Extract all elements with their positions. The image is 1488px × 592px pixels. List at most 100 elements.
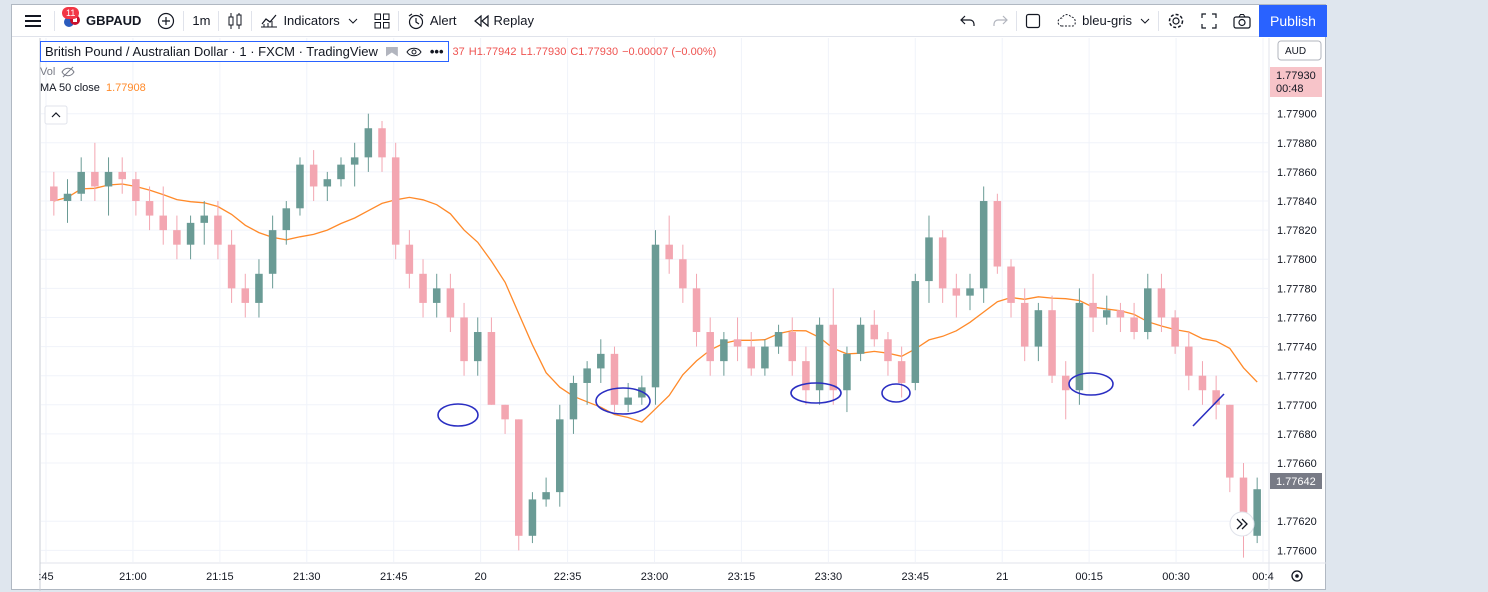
chevron-down-icon xyxy=(1140,18,1150,24)
undo-button[interactable] xyxy=(952,5,984,37)
candle-body xyxy=(364,128,373,158)
last-price-box xyxy=(1270,67,1322,97)
countdown-label: 00:48 xyxy=(1276,83,1304,95)
compare-button[interactable] xyxy=(149,5,183,37)
axis-settings-button[interactable] xyxy=(1291,570,1303,582)
candle-body xyxy=(706,332,714,362)
drawing-annotations[interactable] xyxy=(437,372,1225,427)
candle-body xyxy=(77,171,85,194)
volume-legend[interactable]: Vol xyxy=(40,66,716,78)
fullscreen-select-button[interactable] xyxy=(1017,5,1049,37)
scroll-right-button[interactable] xyxy=(1229,511,1255,537)
time-tick-label: 00:15 xyxy=(1075,571,1103,583)
candle-body xyxy=(118,171,126,180)
candle-body xyxy=(1020,302,1029,347)
candle-body xyxy=(692,288,701,333)
time-tick-label: :45 xyxy=(38,571,53,583)
candle-body xyxy=(432,288,441,303)
candle-body xyxy=(897,361,906,383)
candle-body xyxy=(145,201,154,216)
settings-button[interactable] xyxy=(1159,5,1193,37)
rewind-icon xyxy=(473,14,489,27)
annotation-ellipse[interactable] xyxy=(1068,372,1114,396)
alert-button[interactable]: Alert xyxy=(399,5,465,37)
publish-button[interactable]: Publish xyxy=(1259,5,1327,37)
candle-body xyxy=(473,332,482,362)
currency-label: AUD xyxy=(1285,46,1306,57)
candle-body xyxy=(378,128,386,158)
price-tick-label: 1.77700 xyxy=(1277,400,1317,412)
indicators-button[interactable]: Indicators xyxy=(252,5,365,37)
time-axis[interactable]: :45 21:00 21:15 21:30 21:45 20 22:35 23:00 23:15… xyxy=(38,571,1273,583)
candle-body xyxy=(186,222,195,245)
price-tick-label: 1.77660 xyxy=(1277,458,1317,470)
flag-icon[interactable] xyxy=(385,46,398,57)
time-tick-label: 23:15 xyxy=(728,571,756,583)
annotation-ellipse[interactable] xyxy=(437,403,479,427)
indicators-label: Indicators xyxy=(283,13,340,28)
candles-icon xyxy=(228,12,242,29)
price-tick-label: 1.77860 xyxy=(1277,167,1317,179)
candle-body xyxy=(419,273,427,303)
ma-value: 1.77908 xyxy=(105,82,146,95)
annotation-ellipse[interactable] xyxy=(595,387,651,415)
more-icon[interactable]: ••• xyxy=(429,44,444,59)
templates-button[interactable] xyxy=(366,5,398,37)
eye-icon[interactable] xyxy=(406,46,422,58)
interval-button[interactable]: 1m xyxy=(184,5,218,37)
candle-body xyxy=(761,346,769,369)
candle-body xyxy=(1130,317,1138,333)
ma-legend[interactable]: MA 50 close 1.77908 xyxy=(40,82,716,94)
replay-button[interactable]: Replay xyxy=(465,5,542,37)
chart-pane[interactable]: 1.77900 1.77880 1.77860 1.77840 1.77820 1.778… xyxy=(12,5,1327,591)
double-chevron-right-icon xyxy=(1236,518,1248,530)
candle-body xyxy=(1089,302,1097,318)
price-axis[interactable]: 1.77900 1.77880 1.77860 1.77840 1.77820 1.778… xyxy=(1277,109,1317,558)
candle-body xyxy=(200,215,209,223)
candle-body xyxy=(1102,310,1111,318)
time-tick-label: 23:45 xyxy=(902,571,930,583)
candle-body xyxy=(91,171,99,187)
chart-type-button[interactable] xyxy=(219,5,251,37)
collapse-legend-button[interactable] xyxy=(44,105,68,125)
menu-button[interactable] xyxy=(12,5,54,37)
candle-body xyxy=(747,346,755,369)
candle-body xyxy=(542,492,550,500)
divider xyxy=(1158,10,1159,31)
annotation-trend-line[interactable] xyxy=(1192,393,1225,427)
candle-body xyxy=(487,332,496,405)
price-tick-label: 1.77760 xyxy=(1277,312,1317,324)
divider xyxy=(183,10,185,31)
price-tick-label: 1.77880 xyxy=(1277,138,1317,150)
alert-label: Alert xyxy=(429,13,457,28)
candle-body xyxy=(255,273,263,303)
layout-menu-button[interactable]: bleu-gris xyxy=(1049,5,1158,37)
candle-body xyxy=(993,201,1002,267)
gear-icon xyxy=(1168,13,1184,28)
ma-label: MA 50 close xyxy=(40,82,100,95)
divider xyxy=(251,10,253,31)
candle-body xyxy=(870,324,879,340)
price-tick-label: 1.77800 xyxy=(1277,254,1317,266)
candle-body xyxy=(1007,266,1015,303)
fullscreen-button[interactable] xyxy=(1193,5,1225,37)
candle-body xyxy=(227,244,236,289)
candle-body xyxy=(1212,390,1220,405)
candle-body xyxy=(856,324,865,354)
add-circle-icon xyxy=(158,12,175,29)
eye-off-icon[interactable] xyxy=(61,66,75,78)
annotation-ellipse[interactable] xyxy=(790,382,842,404)
symbol-search-button[interactable]: GBPAUD xyxy=(55,5,149,37)
annotation-ellipse[interactable] xyxy=(881,383,911,403)
symbol-legend[interactable]: British Pound / Australian Dollar · 1 · … xyxy=(40,41,449,62)
currency-button[interactable] xyxy=(1277,40,1322,61)
screenshot-button[interactable] xyxy=(1225,5,1259,37)
divider xyxy=(54,10,55,31)
candle-body xyxy=(63,193,72,202)
candle-body xyxy=(651,244,660,388)
redo-button[interactable] xyxy=(984,5,1016,37)
ohlc-close: C1.77930 xyxy=(570,45,619,58)
candle-body xyxy=(829,324,838,391)
candle-body xyxy=(925,237,933,282)
divider xyxy=(1016,10,1018,31)
